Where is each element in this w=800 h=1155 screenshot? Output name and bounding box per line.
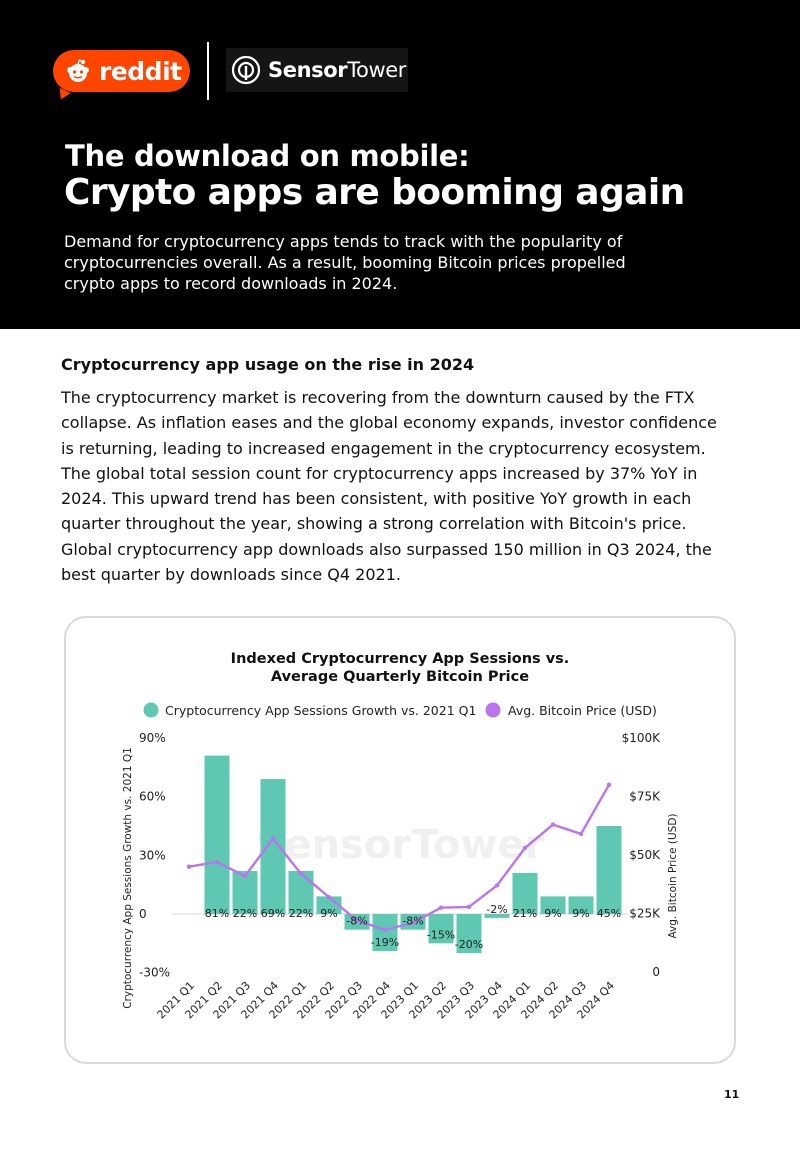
- point-bitcoin-2023-q3: [466, 904, 472, 910]
- section-heading: Cryptocurrency app usage on the rise in …: [61, 355, 475, 374]
- point-bitcoin-2021-q2: [214, 859, 220, 865]
- bar-data-label: 22%: [289, 907, 313, 920]
- bar-sessions-2024-q4: [596, 826, 622, 914]
- y-right-tick-label: $75K: [629, 790, 661, 804]
- line-bitcoin-price: [188, 784, 611, 932]
- sensortower-wordmark: SensorTower: [268, 58, 406, 82]
- hero-intro: Demand for cryptocurrency apps tends to …: [64, 232, 626, 293]
- bar-data-label: -15%: [427, 928, 455, 941]
- legend-swatch-bitcoin: [485, 702, 501, 718]
- bar-data-label: 22%: [233, 907, 257, 920]
- point-bitcoin-2021-q4: [270, 836, 276, 841]
- point-bitcoin-2023-q1: [410, 920, 416, 926]
- bar-sessions-2023-q3: [456, 914, 482, 954]
- chart-card: SensorTower Indexed Cryptocurrency App Se…: [64, 616, 736, 1064]
- point-bitcoin-2023-q2: [438, 905, 444, 910]
- point-bitcoin-2024-q4: [606, 782, 612, 787]
- point-bitcoin-2021-q1: [186, 864, 192, 869]
- point-bitcoin-2024-q3: [578, 831, 584, 837]
- bar-sessions-2024-q1: [512, 872, 538, 914]
- point-bitcoin-2021-q3: [242, 873, 248, 879]
- bar-data-label: -8%: [402, 915, 423, 928]
- y-right-axis-title: Avg. Bitcoin Price (USD): [667, 813, 679, 938]
- point-bitcoin-2023-q4: [494, 883, 500, 888]
- reddit-snoo-icon: [67, 58, 89, 82]
- point-bitcoin-2022-q4: [382, 927, 388, 933]
- bar-data-label: -2%: [486, 903, 507, 916]
- bar-sessions-2022-q4: [372, 914, 398, 952]
- reddit-wordmark: reddit: [99, 56, 182, 86]
- bar-data-label: 9%: [544, 907, 561, 920]
- bar-data-label: 9%: [320, 907, 337, 920]
- sensortower-wordmark-light: Tower: [347, 58, 407, 82]
- bar-data-label: 45%: [597, 907, 621, 920]
- y-left-tick-label: 60%: [139, 790, 166, 804]
- point-bitcoin-2022-q2: [326, 894, 332, 900]
- hero-title: Crypto apps are booming again: [64, 172, 685, 213]
- chart-title-line2: Average Quarterly Bitcoin Price: [271, 669, 529, 685]
- y-left-tick-label: 0: [139, 907, 147, 921]
- y-left-axis-title: Cryptocurrency App Sessions Growth vs. 2…: [122, 747, 134, 1009]
- combo-chart: SensorTower Indexed Cryptocurrency App Se…: [122, 651, 679, 1021]
- sensortower-wordmark-bold: Sensor: [268, 58, 348, 82]
- bar-data-label: 21%: [513, 907, 537, 920]
- logo-divider: [207, 42, 209, 100]
- point-bitcoin-2022-q1: [298, 871, 304, 876]
- chart-title-line1: Indexed Cryptocurrency App Sessions vs.: [231, 651, 570, 667]
- point-bitcoin-2022-q3: [354, 918, 360, 923]
- bar-data-label: 81%: [205, 907, 229, 920]
- y-right-tick-label: $50K: [629, 848, 661, 862]
- sensortower-logo: SensorTower: [226, 48, 408, 92]
- bar-data-label: 69%: [261, 907, 285, 920]
- hero-subtitle: The download on mobile:: [65, 139, 470, 173]
- bar-data-label: -20%: [455, 938, 483, 951]
- y-left-tick-label: 90%: [139, 731, 166, 745]
- chart-watermark: SensorTower: [256, 822, 545, 868]
- y-right-tick-label: $25K: [629, 907, 661, 921]
- y-left-tick-label: -30%: [139, 966, 170, 980]
- bar-sessions-2023-q4: [484, 914, 510, 918]
- legend-label-bitcoin: Avg. Bitcoin Price (USD): [508, 703, 657, 718]
- legend-swatch-sessions: [143, 702, 159, 718]
- bar-sessions-2023-q2: [428, 914, 454, 944]
- y-right-tick-label: 0: [652, 965, 660, 979]
- bar-sessions-2021-q4: [260, 779, 286, 914]
- point-bitcoin-2024-q2: [550, 822, 556, 827]
- bar-data-label: -8%: [346, 915, 367, 928]
- sensortower-logo-icon: [231, 55, 261, 85]
- point-bitcoin-2024-q1: [522, 845, 528, 851]
- bar-sessions-2021-q2: [204, 755, 230, 914]
- hero-banner: reddit SensorTower The download on mobil…: [0, 0, 800, 329]
- bar-sessions-2022-q1: [288, 870, 314, 914]
- bar-data-label: -19%: [371, 936, 399, 949]
- body-paragraph: The cryptocurrency market is recovering …: [61, 388, 717, 585]
- legend-label-sessions: Cryptocurrency App Sessions Growth vs. 2…: [165, 703, 476, 718]
- bar-sessions-2024-q3: [568, 896, 594, 914]
- y-left-tick-label: 30%: [139, 848, 166, 862]
- bar-data-label: 9%: [572, 907, 589, 920]
- y-right-tick-label: $100K: [622, 731, 662, 745]
- bar-sessions-2024-q2: [540, 896, 566, 914]
- page-number: 11: [724, 1088, 740, 1101]
- reddit-logo: reddit: [53, 50, 190, 92]
